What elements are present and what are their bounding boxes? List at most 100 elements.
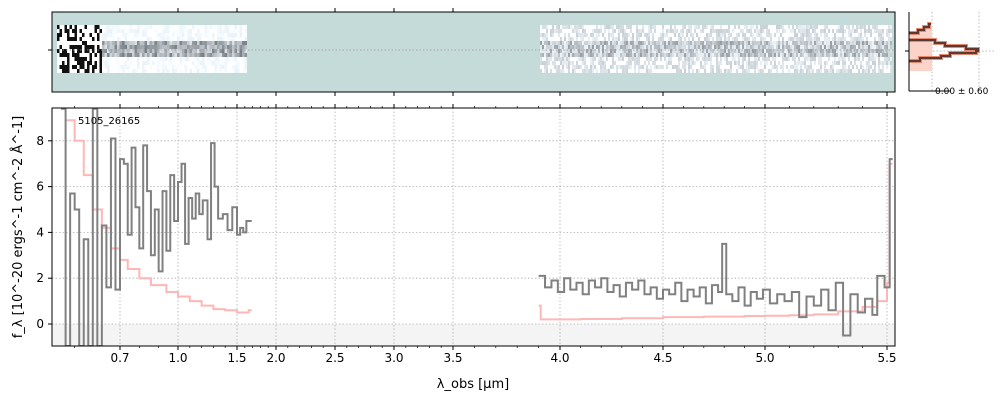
negative-band [52, 324, 895, 346]
spectrum-2d-pixel [57, 33, 60, 37]
spectrum-2d-pixel [122, 49, 125, 53]
spectrum-2d-pixel [214, 57, 217, 61]
spectrum-2d-pixel [796, 57, 798, 61]
spectrum-2d-pixel [232, 25, 235, 29]
spectrum-2d-pixel [114, 49, 117, 53]
spectrum-2d-pixel [864, 49, 866, 53]
spectrum-2d-pixel [756, 57, 758, 61]
spectrum-2d-pixel [229, 37, 232, 41]
spectrum-2d-pixel [664, 65, 666, 69]
spectrum-2d-pixel [722, 53, 724, 57]
spectrum-2d-pixel [542, 57, 544, 61]
spectrum-2d-pixel [132, 37, 135, 41]
spectrum-2d-pixel [636, 49, 638, 53]
spectrum-2d-pixel [102, 29, 105, 33]
spectrum-2d-pixel [139, 45, 142, 49]
spectrum-2d-pixel [114, 61, 117, 65]
spectrum-2d-pixel [552, 25, 554, 29]
spectrum-2d-pixel [544, 37, 546, 41]
spectrum-2d-pixel [670, 61, 672, 65]
spectrum-2d-pixel [728, 53, 730, 57]
spectrum-2d-pixel [104, 69, 107, 73]
spectrum-2d-pixel [740, 33, 742, 37]
spectrum-2d-pixel [838, 69, 840, 73]
spectrum-2d-pixel [624, 29, 626, 33]
spectrum-2d-pixel [222, 45, 225, 49]
spectrum-2d-pixel [197, 25, 200, 29]
spectrum-2d-pixel [856, 61, 858, 65]
spectrum-2d-pixel [104, 45, 107, 49]
spectrum-2d-pixel [172, 37, 175, 41]
spectrum-2d-pixel [540, 57, 542, 61]
spectrum-2d-pixel [802, 45, 804, 49]
spectrum-2d-pixel [720, 65, 722, 69]
spectrum-2d-pixel [199, 33, 202, 37]
spectrum-2d-pixel [650, 33, 652, 37]
spectrum-2d-pixel [714, 65, 716, 69]
spectrum-2d-pixel [62, 45, 65, 49]
spectrum-2d-pixel [676, 49, 678, 53]
spectrum-2d-pixel [684, 61, 686, 65]
spectrum-2d-pixel [640, 61, 642, 65]
spectrum-2d-pixel [658, 69, 660, 73]
spectrum-2d-pixel [856, 65, 858, 69]
spectrum-2d-pixel [802, 49, 804, 53]
spectrum-2d-pixel [604, 61, 606, 65]
spectrum-2d-pixel [818, 65, 820, 69]
spectrum-2d-pixel [654, 45, 656, 49]
spectrum-2d-pixel [544, 69, 546, 73]
spectrum-2d-pixel [614, 53, 616, 57]
spectrum-2d-pixel [688, 37, 690, 41]
spectrum-2d-pixel [102, 61, 105, 65]
spectrum-2d-pixel [219, 53, 222, 57]
spectrum-2d-pixel [646, 41, 648, 45]
spectrum-2d-pixel [692, 33, 694, 37]
spectrum-2d-pixel [596, 25, 598, 29]
spectrum-2d-pixel [784, 57, 786, 61]
spectrum-2d-pixel [658, 25, 660, 29]
spectrum-2d-pixel [204, 29, 207, 33]
spectrum-2d-pixel [836, 45, 838, 49]
spectrum-2d-pixel [554, 69, 556, 73]
spectrum-2d-pixel [658, 57, 660, 61]
spectrum-2d-pixel [618, 33, 620, 37]
spectrum-2d-pixel [578, 41, 580, 45]
spectrum-2d-pixel [792, 61, 794, 65]
spectrum-2d-pixel [558, 45, 560, 49]
spectrum-2d-pixel [784, 69, 786, 73]
spectrum-2d-pixel [109, 33, 112, 37]
spectrum-2d-pixel [157, 37, 160, 41]
spectrum-2d-pixel [626, 61, 628, 65]
spectrum-2d-pixel [636, 37, 638, 41]
spectrum-2d-pixel [174, 49, 177, 53]
spectrum-2d-pixel [822, 37, 824, 41]
spectrum-2d-pixel [830, 65, 832, 69]
spectrum-2d-pixel [718, 61, 720, 65]
spectrum-2d-pixel [662, 25, 664, 29]
spectrum-2d-pixel [69, 49, 72, 53]
spectrum-2d-pixel [122, 25, 125, 29]
spectrum-2d-pixel [556, 45, 558, 49]
spectrum-2d-pixel [648, 41, 650, 45]
spectrum-2d-pixel [119, 41, 122, 45]
spectrum-2d-pixel [666, 69, 668, 73]
spectrum-2d-pixel [578, 53, 580, 57]
spectrum-2d-pixel [169, 49, 172, 53]
spectrum-2d-pixel [660, 57, 662, 61]
spectrum-2d-pixel [92, 25, 95, 29]
spectrum-2d-pixel [824, 37, 826, 41]
spectrum-2d-pixel [754, 45, 756, 49]
spectrum-2d-pixel [744, 33, 746, 37]
spectrum-2d-pixel [862, 61, 864, 65]
spectrum-2d-pixel [714, 53, 716, 57]
spectrum-2d-pixel [242, 33, 245, 37]
spectrum-2d-pixel [189, 37, 192, 41]
spectrum-2d-pixel [848, 69, 850, 73]
spectrum-2d-pixel [882, 33, 884, 37]
spectrum-2d-pixel [109, 41, 112, 45]
spectrum-2d-pixel [668, 69, 670, 73]
spectrum-2d-pixel [882, 69, 884, 73]
spectrum-2d-pixel [556, 29, 558, 33]
spectrum-2d-pixel [740, 45, 742, 49]
spectrum-2d-pixel [758, 65, 760, 69]
